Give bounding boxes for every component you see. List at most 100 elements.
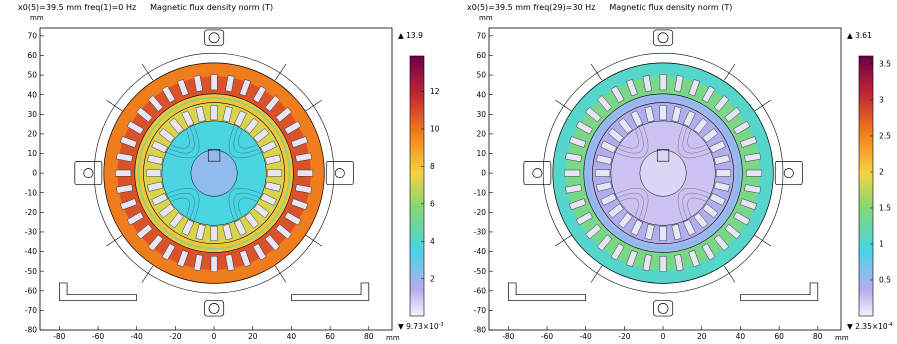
stator-slot [610,85,625,103]
rotor-slot [709,140,726,154]
flux-line [677,122,713,159]
x-tick-label: -60 [541,332,553,341]
plot-subtitle: x0(5)=39.5 mm freq(29)=30 Hz [467,3,596,12]
rotor-slot [607,128,624,143]
rotor-slot [671,106,682,123]
rotor-slot [596,154,613,165]
colorbar-tick-label: 3.5 [879,60,891,69]
housing-rib [590,63,603,81]
stator-slot [295,184,312,194]
stator-slot [585,107,602,123]
stator-slot [252,85,267,103]
rotor-slot [222,223,233,241]
stator-slot [565,152,582,162]
housing-rib [590,265,603,283]
stator-slot [733,211,751,226]
stator-slot [739,136,758,148]
stator-slot [225,75,235,92]
stator-slot [115,169,132,177]
rotor-slot [169,117,184,134]
colorbar-min-exponent: -3 [439,322,444,328]
rotor-slot [253,128,270,143]
geometry-group [58,29,370,317]
housing-rib [275,265,287,283]
stator-slot [275,223,292,240]
stator-slot [744,184,761,194]
rotor-slot [600,192,617,206]
y-tick-label: -70 [474,306,486,315]
flux-line [170,197,190,218]
keyway [207,149,221,162]
x-tick-label: -40 [580,332,592,341]
rotor-slot [596,181,613,192]
x-tick-label: -80 [502,332,514,341]
y-tick-label: -50 [25,267,37,276]
stator-slot [688,249,700,268]
colorbar-tick-label: 3 [879,96,884,105]
stator-slot [713,95,730,112]
rotor-slot [682,219,696,236]
housing-rib [724,265,736,283]
y-tick-label: -10 [25,188,37,197]
bolt-hole [657,32,669,44]
stator-slot [284,120,302,135]
flux-line [164,122,200,159]
flux-line [613,122,649,159]
stator-slot [610,243,625,261]
x-tick-label: -40 [131,332,143,341]
side-ear [325,161,354,185]
housing-rib [305,99,322,112]
colorbar-tick-label: 6 [430,199,435,208]
flux-line [677,188,713,224]
rotor-slot [671,223,682,241]
stator-slot [120,136,138,148]
y-axis-unit: mm [30,14,44,22]
stator-slot [126,211,144,226]
x-axis-unit: mm [386,334,400,342]
flux-line [238,197,258,218]
x-tick-label: 60 [774,332,784,341]
plot-subtitle: x0(5)=39.5 mm freq(1)=0 Hz [18,3,137,12]
rotor-slot [693,117,709,134]
mount-lug [204,300,225,317]
stator-slot [674,254,684,272]
rotor-slot [600,140,617,154]
rotor-slot [151,140,168,154]
rotor-slot [233,219,247,236]
flux-line [228,188,264,224]
colorbar [409,55,425,317]
housing-rib [724,63,736,81]
y-tick-label: -10 [474,188,486,197]
stator-slot [575,120,593,135]
rotor-slot [195,223,206,241]
stator-slot [575,211,593,226]
bolt-hole [83,168,94,179]
mount-lug [653,300,674,317]
colorbar-tick-label: 2 [879,168,884,177]
colorbar-tick-label: 2 [430,274,435,283]
shaft [190,149,238,197]
rotor-slot [713,181,731,192]
colorbar-tick-label: 1 [879,240,884,249]
rotor-slot [158,128,175,143]
stator-slot [744,152,761,162]
colorbar-tick-label: 1.5 [879,204,891,213]
stator-slot [275,107,292,123]
rotor-slot [682,110,696,127]
rotor-slot [233,110,247,127]
stator-slot [642,75,652,92]
y-tick-label: 10 [27,149,37,158]
rotor-slot [147,181,164,192]
y-tick-label: -50 [474,267,486,276]
mount-foot [740,282,819,301]
rotor-slot [147,154,164,165]
rotor-slot [210,226,218,242]
y-tick-label: -20 [25,208,37,217]
rotor-slot [244,212,260,229]
stator-slot [565,184,582,194]
y-tick-label: -30 [474,228,486,237]
colorbar-tick-label: 12 [430,87,440,96]
colorbar-min-label: ▼ 2.35×10-4 [847,322,893,331]
y-tick-label: -80 [474,326,486,335]
rotor-slot [181,110,195,127]
